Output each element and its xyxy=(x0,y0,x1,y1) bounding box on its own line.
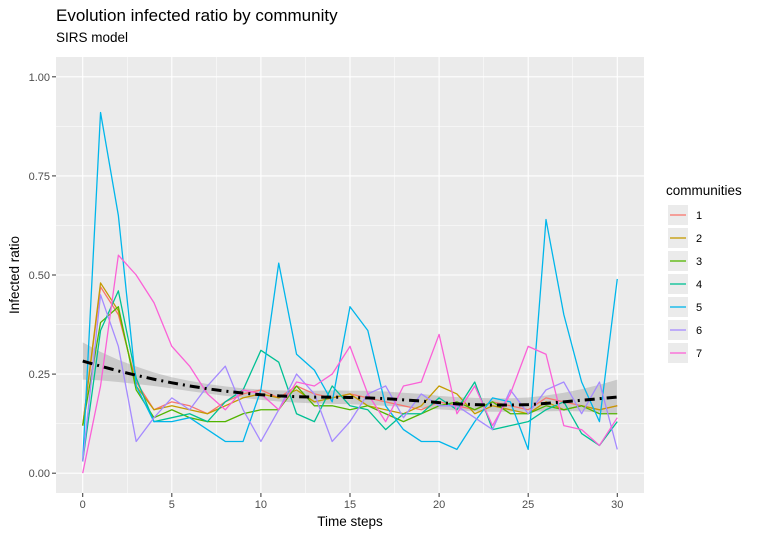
series-lines xyxy=(82,111,618,474)
grid-major xyxy=(56,57,644,493)
legend-label-7: 7 xyxy=(696,348,702,360)
chart-subtitle: SIRS model xyxy=(56,30,128,45)
y-axis-title: Infected ratio xyxy=(7,236,22,314)
x-axis-ticks: 0 5 10 15 20 25 30 xyxy=(80,493,623,511)
legend-label-6: 6 xyxy=(696,325,702,337)
y-tick-label: 0.00 xyxy=(29,468,50,480)
legend-label-3: 3 xyxy=(696,256,702,268)
y-tick-label: 0.75 xyxy=(29,171,50,183)
y-tick-label: 1.00 xyxy=(29,72,50,84)
y-axis-ticks: 0.00 0.25 0.50 0.75 1.00 xyxy=(29,72,56,480)
legend-label-5: 5 xyxy=(696,302,702,314)
x-axis-title: Time steps xyxy=(317,514,383,529)
legend-label-2: 2 xyxy=(696,233,702,245)
y-tick-label: 0.50 xyxy=(29,270,50,282)
confidence-band xyxy=(82,342,618,415)
x-tick-label: 25 xyxy=(522,499,534,511)
legend-items: 1 2 3 4 5 6 7 xyxy=(668,205,702,363)
x-tick-label: 30 xyxy=(611,499,623,511)
series-line-5 xyxy=(82,111,618,462)
y-tick-label: 0.25 xyxy=(29,369,50,381)
series-line-4 xyxy=(82,290,618,462)
x-tick-label: 0 xyxy=(80,499,86,511)
series-line-6 xyxy=(82,294,618,462)
series-line-7 xyxy=(82,254,618,474)
chart-title: Evolution infected ratio by community xyxy=(56,6,338,25)
legend: communities 1 2 3 4 5 6 7 xyxy=(666,183,742,363)
x-tick-label: 15 xyxy=(344,499,356,511)
trend-line xyxy=(82,359,618,407)
x-tick-label: 5 xyxy=(169,499,175,511)
x-tick-label: 20 xyxy=(433,499,445,511)
legend-label-1: 1 xyxy=(696,210,702,222)
legend-label-4: 4 xyxy=(696,279,702,291)
x-tick-label: 10 xyxy=(255,499,267,511)
legend-title: communities xyxy=(666,183,742,198)
confidence-band-area xyxy=(82,342,618,415)
trend-line-path xyxy=(82,359,618,407)
